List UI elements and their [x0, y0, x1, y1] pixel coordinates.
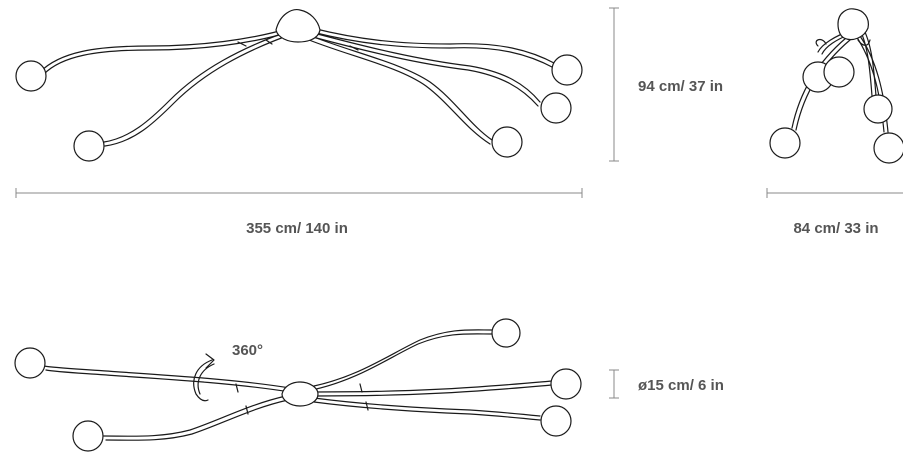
depth-label: 84 cm/ 33 in	[793, 220, 878, 237]
top-view-hub	[281, 381, 319, 407]
height-dimension	[609, 7, 619, 162]
front-view-globe-right-top	[551, 54, 583, 86]
front-view-globe-right-lower	[491, 126, 523, 158]
side-view-globe-b	[823, 56, 855, 88]
top-view-globe-right	[550, 368, 582, 400]
front-view-arms	[39, 27, 557, 147]
side-view-globe-c	[863, 94, 893, 124]
front-view-globe-right-middle	[540, 92, 572, 124]
front-view-hub	[275, 9, 321, 43]
top-view-globe-left	[14, 347, 46, 379]
side-view	[769, 8, 903, 164]
width-dimension	[15, 188, 583, 198]
top-view-globe-top-right	[491, 318, 521, 348]
rotation-label: 360°	[232, 342, 263, 359]
side-view-globe-d	[769, 127, 801, 159]
side-view-hub	[837, 8, 869, 41]
width-label: 355 cm/ 140 in	[246, 220, 348, 237]
diameter-label: ø15 cm/ 6 in	[638, 377, 724, 394]
front-view-globe-left	[15, 60, 47, 92]
top-view-globe-lower-right	[540, 405, 572, 437]
top-view	[14, 318, 582, 452]
top-view-globe-lower-left	[72, 420, 104, 452]
front-view	[15, 9, 583, 162]
diameter-dimension	[609, 369, 619, 399]
depth-dimension	[766, 188, 903, 198]
front-view-globe-lower-left	[73, 130, 105, 162]
height-label: 94 cm/ 37 in	[638, 78, 723, 95]
side-view-globe-e	[873, 132, 903, 164]
rotation-arrow-icon	[193, 353, 215, 402]
